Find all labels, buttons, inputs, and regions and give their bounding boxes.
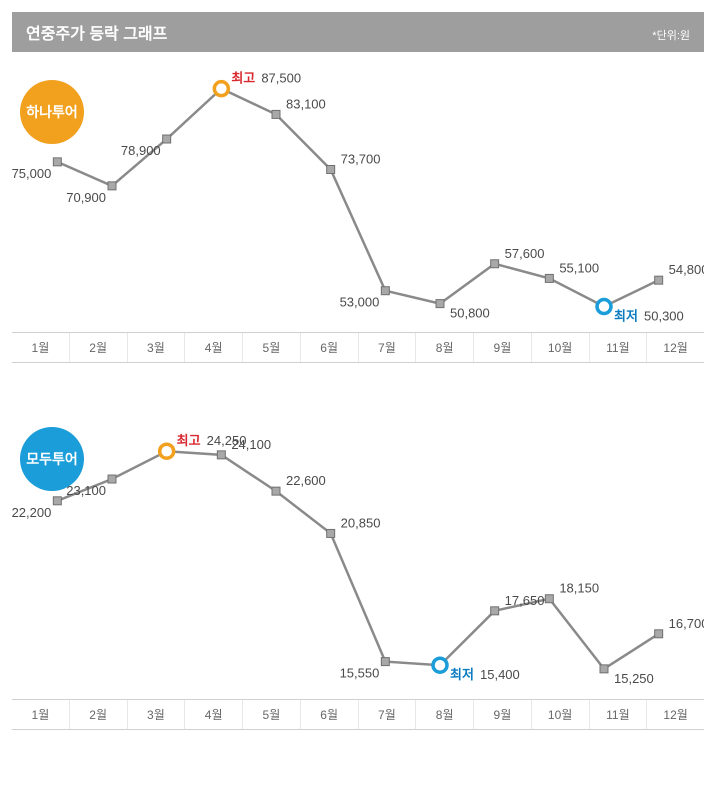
x-axis-label: 10월 — [531, 333, 589, 362]
value-label: 78,900 — [121, 143, 161, 158]
line-chart: 22,20023,100최고24,25024,10022,60020,85015… — [12, 409, 704, 699]
chart-unit: *단위:원 — [652, 27, 690, 43]
label-low-tag: 최저 — [614, 309, 638, 324]
data-marker — [53, 158, 61, 166]
x-axis-label: 6월 — [300, 700, 358, 729]
data-marker — [327, 529, 335, 537]
label-low-tag: 최저 — [450, 667, 474, 682]
x-axis-label: 2월 — [69, 333, 127, 362]
chart-2: 모두투어22,20023,100최고24,25024,10022,60020,8… — [12, 409, 704, 730]
data-marker — [545, 595, 553, 603]
x-axis-label: 3월 — [127, 333, 185, 362]
value-label: 83,100 — [286, 96, 326, 111]
data-marker — [272, 487, 280, 495]
value-label: 50,300 — [644, 309, 684, 324]
x-axis-label: 4월 — [184, 333, 242, 362]
value-label: 54,800 — [669, 262, 704, 277]
chart-1: 하나투어 75,000 70,900 78,900 최고 87,500 83,100 73,7… — [12, 62, 704, 363]
value-label: 53,000 — [340, 295, 380, 310]
data-marker — [327, 165, 335, 173]
value-label: 73,700 — [341, 151, 381, 166]
data-marker — [655, 630, 663, 638]
x-axis-label: 9월 — [473, 700, 531, 729]
value-label: 55,100 — [559, 260, 599, 275]
x-axis-label: 4월 — [184, 700, 242, 729]
marker-high — [160, 444, 174, 458]
series-badge: 하나투어 — [20, 80, 84, 144]
value-label: 23,100 — [66, 483, 106, 498]
data-marker — [53, 497, 61, 505]
x-axis-label: 11월 — [589, 700, 647, 729]
data-marker — [655, 276, 663, 284]
x-axis-label: 7월 — [358, 700, 416, 729]
data-marker — [600, 665, 608, 673]
x-axis-label: 7월 — [358, 333, 416, 362]
marker-high — [214, 82, 228, 96]
label-high-tag: 최고 — [177, 433, 201, 448]
label-high-tag: 최고 — [231, 71, 255, 86]
value-label: 17,650 — [505, 593, 545, 608]
data-marker — [381, 287, 389, 295]
x-axis-label: 9월 — [473, 333, 531, 362]
data-marker — [163, 135, 171, 143]
value-label: 15,400 — [480, 667, 520, 682]
x-axis-label: 10월 — [531, 700, 589, 729]
data-marker — [491, 607, 499, 615]
x-axis-label: 12월 — [646, 333, 704, 362]
x-axis-label: 6월 — [300, 333, 358, 362]
value-label: 24,100 — [231, 437, 271, 452]
value-label: 18,150 — [559, 581, 599, 596]
value-label: 87,500 — [261, 71, 301, 86]
x-axis-label: 11월 — [589, 333, 647, 362]
value-label: 16,700 — [669, 616, 704, 631]
value-label: 20,850 — [341, 515, 381, 530]
value-label: 22,200 — [12, 505, 51, 520]
x-axis-label: 12월 — [646, 700, 704, 729]
data-marker — [491, 260, 499, 268]
x-axis-label: 2월 — [69, 700, 127, 729]
marker-low — [433, 658, 447, 672]
value-label: 70,900 — [66, 190, 106, 205]
x-axis-label: 1월 — [12, 700, 69, 729]
chart-title: 연중주가 등락 그래프 — [26, 20, 167, 44]
line-chart: 75,000 70,900 78,900 최고 87,500 83,100 73,700 53… — [12, 62, 704, 332]
x-axis-label: 8월 — [415, 333, 473, 362]
x-axis-label: 1월 — [12, 333, 69, 362]
x-axis: 1월2월3월4월5월6월7월8월9월10월11월12월 — [12, 699, 704, 730]
data-marker — [217, 451, 225, 459]
value-label: 50,800 — [450, 306, 490, 321]
charts-container: 하나투어 75,000 70,900 78,900 최고 87,500 83,100 73,7… — [12, 62, 704, 730]
series-line — [57, 451, 658, 669]
data-marker — [108, 182, 116, 190]
x-axis-label: 5월 — [242, 700, 300, 729]
chart-header: 연중주가 등락 그래프 *단위:원 — [12, 12, 704, 52]
data-marker — [272, 110, 280, 118]
data-marker — [381, 658, 389, 666]
value-label: 22,600 — [286, 473, 326, 488]
value-label: 57,600 — [505, 246, 545, 261]
marker-low — [597, 300, 611, 314]
x-axis-label: 8월 — [415, 700, 473, 729]
data-marker — [545, 274, 553, 282]
x-axis-label: 5월 — [242, 333, 300, 362]
chart-spacer — [12, 363, 704, 399]
series-badge: 모두투어 — [20, 427, 84, 491]
x-axis: 1월2월3월4월5월6월7월8월9월10월11월12월 — [12, 332, 704, 363]
value-label: 75,000 — [12, 166, 51, 181]
x-axis-label: 3월 — [127, 700, 185, 729]
data-marker — [108, 475, 116, 483]
value-label: 15,550 — [340, 666, 380, 681]
data-marker — [436, 300, 444, 308]
value-label: 15,250 — [614, 671, 654, 686]
